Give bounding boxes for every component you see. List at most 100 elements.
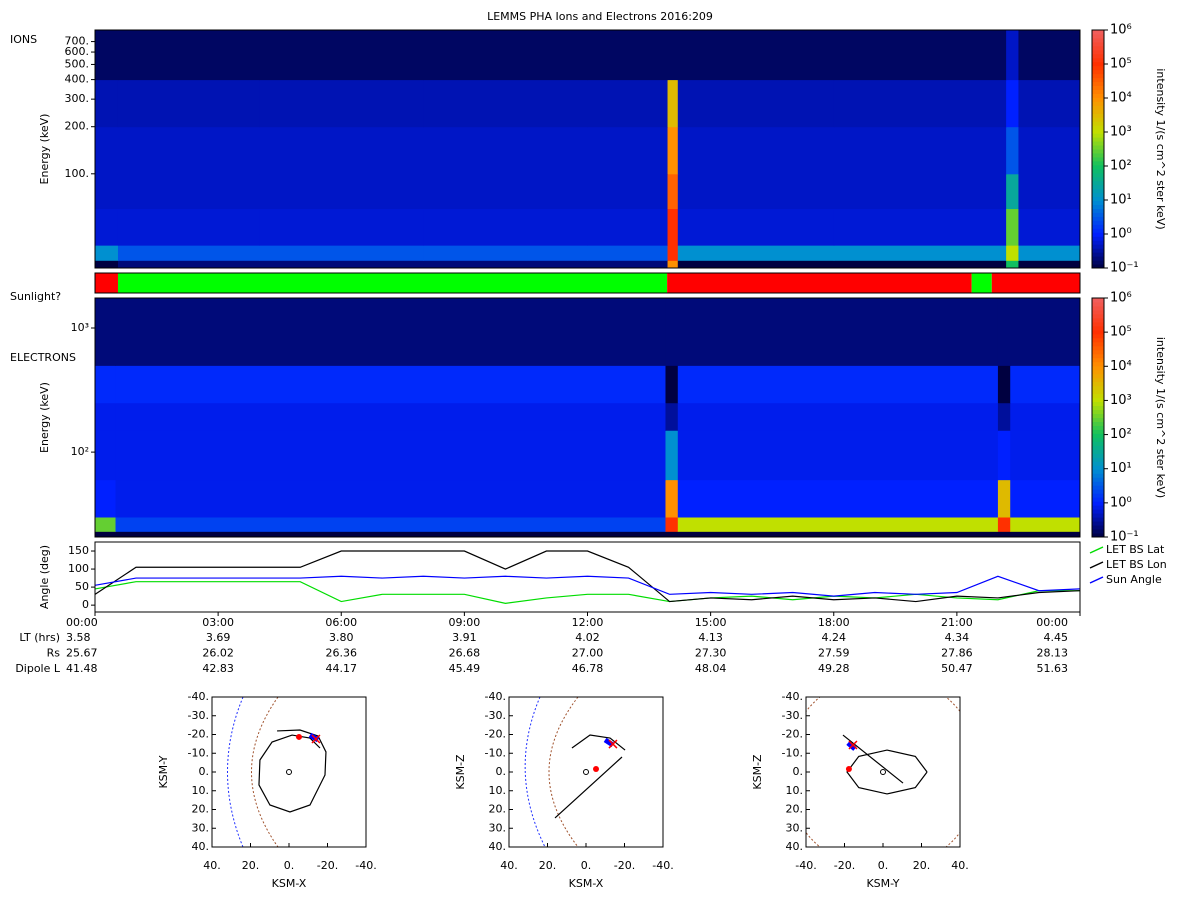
heatmap-cell — [997, 298, 1011, 366]
heatmap-cell — [665, 479, 679, 518]
sunlight-segment — [667, 273, 972, 293]
x-axis-label: KSM-X — [569, 877, 604, 890]
colorbar-swatch — [1092, 69, 1104, 75]
colorbar-swatch — [1092, 305, 1104, 311]
x-tick-label: -40. — [355, 859, 376, 872]
colorbar-tick-label: 10⁶ — [1110, 291, 1132, 306]
ephemeris-value: 3.58 — [66, 631, 91, 644]
angle-line — [94, 550, 1081, 603]
colorbar-swatch — [1092, 313, 1104, 319]
legend-label: Sun Angle — [1106, 573, 1162, 586]
heatmap-cell — [1018, 79, 1081, 128]
y-tick-label: -20. — [188, 728, 209, 741]
magnetopause — [524, 697, 546, 847]
heatmap-cell — [423, 260, 588, 269]
heatmap-cell — [665, 402, 679, 431]
heatmap-cell — [997, 531, 1011, 538]
panel-label: Sunlight? — [10, 290, 61, 303]
heatmap-cell — [117, 173, 260, 210]
heatmap-cell — [259, 30, 424, 81]
sunlight-segment — [971, 273, 992, 293]
colorbar-tick-label: 10⁶ — [1110, 23, 1132, 38]
colorbar-swatch — [1092, 57, 1104, 63]
y-tick-label: 10. — [192, 784, 210, 797]
colorbar-swatch — [1092, 525, 1104, 530]
heatmap-cell — [115, 479, 666, 518]
ephemeris-value: 27.59 — [818, 647, 850, 660]
colorbar-swatch — [1092, 101, 1104, 106]
panel-frame — [94, 272, 1081, 294]
heatmap-cell — [95, 260, 119, 269]
x-tick-label: -40. — [652, 859, 673, 872]
start-marker — [845, 766, 852, 772]
colorbar-swatch — [1092, 149, 1104, 154]
bow-shock — [548, 697, 579, 847]
heatmap-cell — [117, 126, 260, 175]
heatmap-cell — [997, 517, 1011, 532]
planet — [880, 769, 886, 775]
y-axis-label: KSM-Z — [751, 754, 764, 790]
colorbar-swatch — [1092, 89, 1104, 94]
heatmap-cell — [1018, 30, 1081, 81]
day-track — [603, 737, 615, 748]
x-tick-label: -20. — [834, 859, 855, 872]
heatmap-cell — [1018, 260, 1081, 269]
colorbar-swatch — [1092, 493, 1104, 498]
colorbar-swatch — [1092, 105, 1104, 110]
heatmap-cell — [677, 298, 999, 366]
start-marker — [593, 766, 600, 772]
start-marker — [296, 733, 303, 740]
colorbar-swatch — [1092, 505, 1104, 510]
boundaries — [524, 697, 579, 847]
heatmap-cell — [677, 531, 999, 538]
heatmap-cell — [1010, 517, 1081, 532]
heatmap-cell — [423, 173, 588, 210]
ephemeris-value: 3.80 — [329, 631, 354, 644]
y-tick-label: 40. — [192, 840, 210, 853]
heatmap-cell — [667, 79, 679, 128]
x-tick-label: 12:00 — [572, 616, 604, 629]
heatmap-cell — [667, 173, 679, 210]
colorbar-swatch — [1092, 337, 1104, 343]
colorbar-swatch — [1092, 333, 1104, 339]
heatmap-cell — [587, 260, 669, 269]
heatmap-cell — [95, 208, 119, 246]
colorbar-swatch — [1092, 393, 1104, 399]
y-tick-label: -10. — [188, 746, 209, 759]
x-tick-label: 21:00 — [941, 616, 973, 629]
colorbar-frame — [1091, 29, 1105, 269]
ephemeris-value: 26.68 — [449, 647, 481, 660]
heatmap-cell — [677, 517, 999, 532]
colorbar-swatch — [1092, 236, 1104, 241]
heatmap-cell — [667, 126, 679, 175]
colorbar-swatch — [1092, 164, 1104, 170]
y-tick-label: -40. — [485, 690, 506, 703]
colorbar-swatch — [1092, 361, 1104, 367]
colorbar-swatch — [1092, 409, 1104, 415]
colorbar-swatch — [1092, 228, 1104, 233]
x-tick-label: 0. — [878, 859, 889, 872]
x-tick-label: -20. — [317, 859, 338, 872]
colorbar-swatch — [1092, 345, 1104, 351]
colorbar-swatch — [1092, 61, 1104, 67]
colorbar-swatch — [1092, 244, 1104, 249]
ephemeris-value: 28.13 — [1037, 647, 1069, 660]
trajectory — [258, 729, 327, 813]
colorbar-swatch — [1092, 301, 1104, 307]
y-tick-label: -20. — [485, 728, 506, 741]
colorbar-swatch — [1092, 113, 1104, 118]
heatmap-cell — [423, 208, 588, 246]
heatmap-cell — [665, 517, 679, 532]
boundaries — [227, 697, 279, 847]
ephemeris-value: 4.13 — [698, 631, 723, 644]
heatmap-cell — [1006, 173, 1019, 210]
ephemeris-value: 42.83 — [202, 662, 234, 675]
colorbar-swatch — [1092, 33, 1104, 39]
colorbar-tick-label: 10⁻¹ — [1110, 530, 1139, 545]
position-marker — [848, 740, 858, 750]
x-tick-label: 00:00 — [1036, 616, 1068, 629]
heatmap-cell — [997, 430, 1011, 481]
y-tick-label: 40. — [489, 840, 507, 853]
